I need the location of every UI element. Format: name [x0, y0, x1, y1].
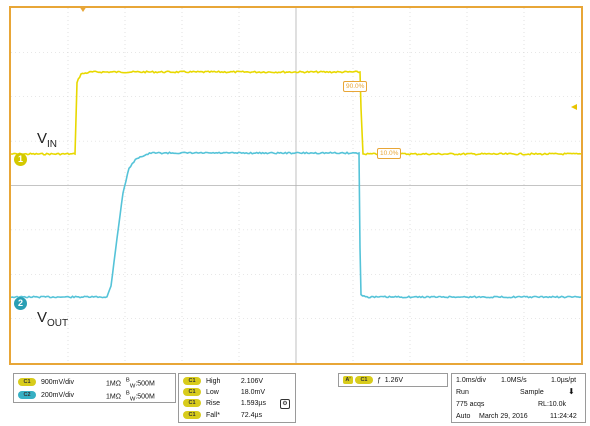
measurement-name: High	[205, 377, 221, 385]
ch1-waveform-trace	[11, 70, 581, 156]
measurement-row[interactable]: C1 Low 18.0mV	[183, 388, 265, 396]
ch2-bw-sub: W	[129, 396, 136, 403]
measurement-value: 72.4µs	[240, 411, 263, 419]
channel-settings-panel[interactable]: C1 900mV/div 1MΩ BW:500M C2 200mV/div 1M…	[13, 373, 176, 403]
trigger-panel[interactable]: A' C1 ƒ 1.26V	[338, 373, 448, 387]
ch1-scale: 900mV/div	[40, 378, 75, 386]
ch2-impedance: 1MΩ	[106, 393, 121, 401]
measurement-row[interactable]: C1 Rise 1.593µs ⚙	[183, 399, 290, 409]
acquisition-count: 775 acqs	[456, 401, 485, 408]
ch1-bandwidth-symbol: BW	[125, 378, 136, 390]
ch1-badge: C1	[18, 378, 36, 386]
meas-source-badge: C1	[183, 411, 201, 419]
ch1-bw-sup: B	[125, 378, 130, 384]
timebase-panel[interactable]: 1.0ms/div 1.0MS/s 1.0µs/pt Run Sample ⬇ …	[451, 373, 586, 423]
ten-percent-annotation: 10.0%	[377, 148, 402, 159]
measurement-name: Rise	[205, 400, 220, 407]
vin-label: VIN	[37, 130, 58, 150]
trigger-source-badge: A'	[343, 376, 353, 384]
ch2-input-settings: 1MΩ BW:500M	[106, 391, 155, 403]
graticule-grid	[11, 8, 581, 363]
vin-label-main: V	[37, 130, 48, 147]
measurement-row[interactable]: C1 High 2.106V	[183, 377, 263, 385]
horizontal-scale: 1.0ms/div	[456, 377, 486, 384]
ch1-ground-marker[interactable]: 1	[14, 153, 27, 166]
trigger-level: 1.26V	[384, 376, 404, 384]
arrow-down-icon: ⬇	[568, 387, 575, 396]
ch2-scale: 200mV/div	[40, 391, 75, 399]
measurements-panel[interactable]: C1 High 2.106V C1 Low 18.0mV C1 Rise 1.5…	[178, 373, 296, 423]
ch2-ground-marker[interactable]: 2	[14, 297, 27, 310]
acquisition-mode[interactable]: Sample	[520, 389, 544, 396]
vin-label-sub: IN	[47, 139, 58, 150]
waveform-screen: 1 2 VIN VOUT 90.0% 10.0%	[9, 6, 583, 365]
measurement-value: 18.0mV	[240, 388, 266, 396]
meas-source-badge: C1	[183, 388, 201, 396]
waveform-plot	[11, 8, 581, 363]
ch2-bw-sup: B	[125, 391, 130, 397]
ninety-percent-annotation: 90.0%	[343, 81, 368, 92]
measurement-name: Fall*	[205, 411, 220, 419]
meas-source-badge: C1	[183, 377, 201, 385]
trigger-position-marker[interactable]	[79, 6, 87, 12]
ch1-settings-row[interactable]: C1 900mV/div	[18, 378, 74, 386]
ch2-waveform-trace	[11, 151, 581, 299]
acquisition-state[interactable]: Run	[456, 389, 469, 396]
ch2-bandwidth-symbol: BW	[125, 391, 136, 403]
ch2-bandwidth: :500M	[135, 393, 155, 401]
date: March 29, 2016	[479, 413, 528, 420]
vout-label-sub: OUT	[47, 318, 69, 329]
trigger-channel-badge: C1	[354, 376, 373, 384]
resolution: 1.0µs/pt	[551, 377, 577, 384]
settings-icon[interactable]: ⚙	[279, 399, 290, 409]
record-length: RL:10.0k	[538, 401, 567, 408]
meas-source-badge: C1	[183, 399, 201, 408]
ch2-settings-row[interactable]: C2 200mV/div	[18, 391, 74, 399]
ch1-input-settings: 1MΩ BW:500M	[106, 378, 155, 390]
ch1-bandwidth: :500M	[135, 380, 155, 388]
sample-rate: 1.0MS/s	[501, 377, 527, 384]
ch1-bw-sub: W	[129, 383, 136, 390]
trigger-level-marker[interactable]	[571, 104, 577, 110]
trigger-settings[interactable]: A' C1 ƒ 1.26V	[343, 376, 403, 384]
vout-label-main: V	[37, 309, 48, 326]
measurement-value: 1.593µs	[240, 400, 266, 407]
time: 11:24:42	[550, 413, 577, 420]
measurement-value: 2.106V	[240, 377, 264, 385]
measurement-name: Low	[205, 388, 219, 396]
ch2-badge: C2	[18, 391, 36, 399]
ch1-impedance: 1MΩ	[106, 380, 121, 388]
rising-edge-icon: ƒ	[376, 376, 381, 384]
vout-label: VOUT	[37, 309, 69, 329]
trigger-mode[interactable]: Auto	[456, 413, 471, 420]
measurement-row[interactable]: C1 Fall* 72.4µs	[183, 411, 262, 419]
